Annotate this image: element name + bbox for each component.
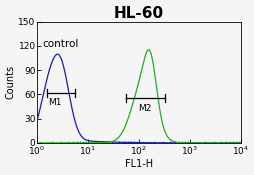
- Title: HL-60: HL-60: [113, 6, 163, 20]
- Y-axis label: Counts: Counts: [6, 65, 15, 99]
- Text: M1: M1: [47, 99, 61, 107]
- X-axis label: FL1-H: FL1-H: [124, 159, 152, 169]
- Text: control: control: [43, 40, 79, 50]
- Text: M2: M2: [137, 104, 151, 113]
